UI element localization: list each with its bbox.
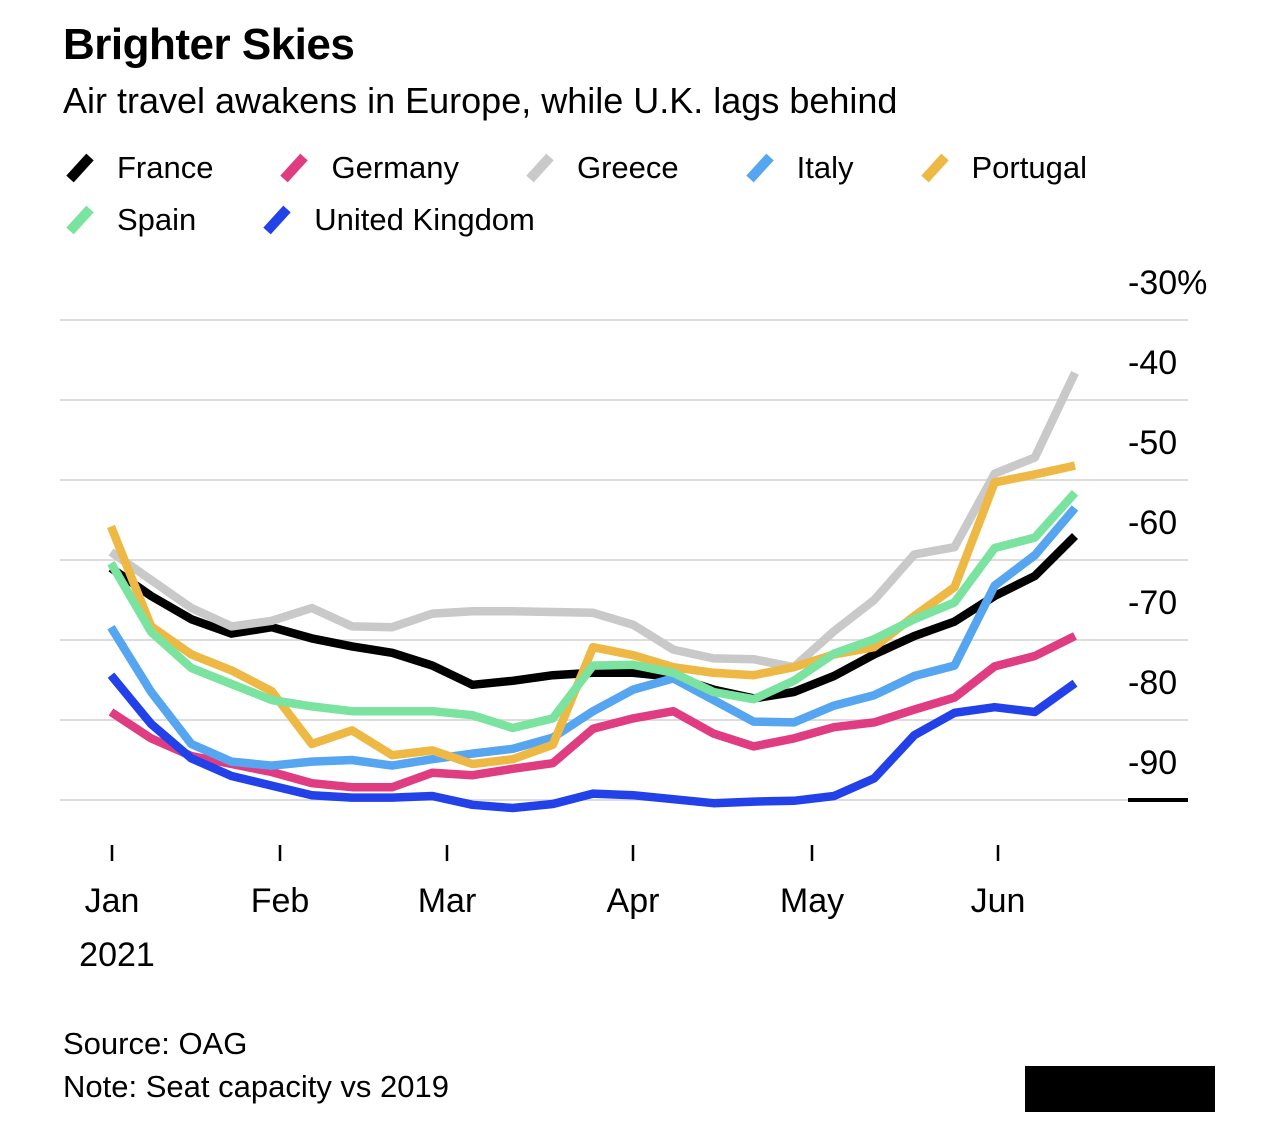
legend-swatch-germany-icon [280, 153, 309, 183]
legend-item-spain: Spain [63, 202, 196, 238]
legend-item-greece: Greece [523, 150, 679, 186]
legend-item-italy: Italy [743, 150, 854, 186]
legend-label: France [117, 150, 214, 185]
y-axis-label: -30% [1128, 264, 1208, 302]
legend-swatch-spain-icon [66, 205, 94, 235]
series-line-spain [107, 489, 1079, 733]
y-axis-label: -40 [1128, 344, 1178, 382]
y-axis-label: -70 [1128, 584, 1178, 622]
legend-row: France Germany Greece Italy Portugal [63, 150, 1087, 186]
legend-label: Germany [331, 150, 459, 185]
legend: France Germany Greece Italy Portugal Spain Uni… [63, 150, 1087, 254]
legend-item-germany: Germany [277, 150, 459, 186]
series-line-greece [108, 370, 1079, 672]
x-axis-label: Mar [417, 882, 477, 920]
legend-label: Italy [796, 150, 854, 185]
series-line-italy [107, 505, 1079, 770]
note-label: Note: Seat capacity vs 2019 [63, 1069, 450, 1104]
series-line-united-kingdom [107, 672, 1078, 813]
source-label: Source: OAG [63, 1026, 248, 1061]
legend-swatch-italy-icon [745, 153, 774, 183]
legend-item-portugal: Portugal [918, 150, 1087, 186]
x-axis-label: Apr [606, 882, 660, 920]
legend-label: United Kingdom [314, 202, 535, 237]
y-axis-label: -90 [1128, 744, 1178, 782]
chart-subtitle: Air travel awakens in Europe, while U.K.… [63, 80, 898, 121]
bloomberg-logo [1025, 1066, 1215, 1112]
x-axis-label: Jan [84, 882, 140, 920]
legend-item-united-kingdom: United Kingdom [260, 202, 535, 238]
legend-swatch-united-kingdom-icon [263, 205, 291, 235]
x-axis-year-label: 2021 [79, 936, 155, 974]
legend-label: Greece [576, 150, 679, 185]
y-axis-label: -60 [1128, 504, 1178, 542]
x-axis-label: Jun [970, 882, 1026, 920]
x-axis-label: Feb [250, 882, 310, 920]
x-axis-label: May [779, 882, 845, 920]
legend-row: Spain United Kingdom [63, 202, 1087, 238]
legend-swatch-france-icon [66, 153, 94, 183]
series-line-france [108, 532, 1078, 703]
y-axis-label: -80 [1128, 664, 1178, 702]
legend-label: Spain [117, 202, 197, 237]
y-axis-label: -50 [1128, 424, 1178, 462]
legend-label: Portugal [971, 150, 1087, 185]
legend-swatch-greece-icon [526, 153, 554, 183]
chart-title: Brighter Skies [63, 20, 355, 69]
legend-item-france: France [63, 150, 213, 186]
series-line-germany [108, 632, 1077, 792]
legend-swatch-portugal-icon [920, 153, 949, 183]
